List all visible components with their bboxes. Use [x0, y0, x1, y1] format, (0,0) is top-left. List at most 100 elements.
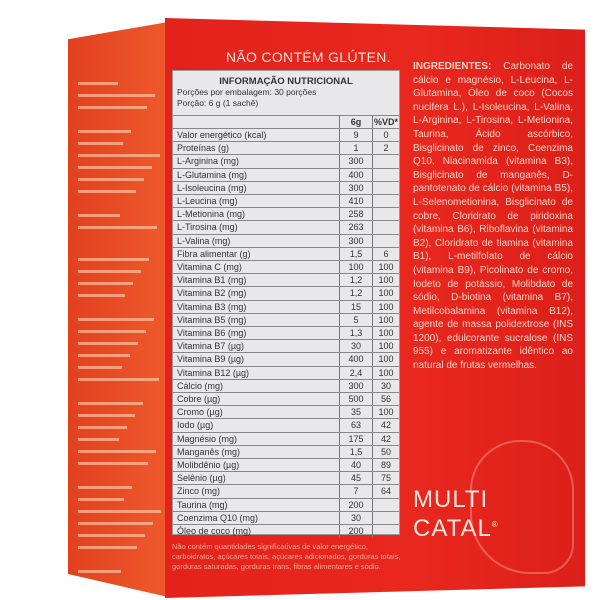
nutrition-title: INFORMAÇÃO NUTRICIONAL	[219, 76, 353, 87]
amount-per-portion: 7	[339, 485, 372, 499]
side-panel-text-line	[78, 142, 123, 145]
nutrient-name: Vitamina B2 (mg)	[177, 288, 247, 299]
side-panel-text-line	[78, 214, 120, 217]
nutrient-name: Vitamina B7 (µg)	[177, 341, 245, 352]
nutrient-name: L-Isoleucina (mg)	[177, 182, 247, 193]
amount-per-portion: 100	[339, 261, 372, 274]
nutrient-name: Manganês (mg)	[177, 446, 241, 457]
side-panel-text-line	[78, 154, 160, 157]
table-header-row: 6g %VD*	[173, 115, 399, 129]
nutrient-name: Óleo de coco (mg)	[177, 526, 252, 536]
side-panel-text-line	[78, 94, 155, 97]
side-panel-text-line	[78, 450, 156, 453]
daily-value-percent	[372, 498, 399, 512]
table-row: Manganês (mg) 1,5 50	[173, 444, 399, 459]
daily-value-percent	[372, 155, 399, 169]
daily-value-percent: 100	[372, 340, 399, 354]
nutrient-name: Vitamina C (mg)	[177, 262, 242, 272]
nutrient-name: Fibra alimentar (g)	[177, 248, 251, 259]
side-panel-text-line	[78, 498, 124, 501]
daily-value-percent: 100	[372, 300, 399, 314]
table-row: Molibdênio (µg) 40 89	[173, 458, 399, 472]
nutrient-name: Selênio (µg)	[177, 473, 226, 484]
gluten-free-notice: NÃO CONTÉM GLÚTEN.	[226, 49, 391, 65]
table-row: Cálcio (mg) 300 30	[173, 378, 399, 393]
daily-value-percent: 42	[372, 419, 399, 433]
table-row: Vitamina B3 (mg) 15 100	[173, 299, 399, 314]
side-panel-text-line	[78, 462, 148, 465]
nutrient-name: Cálcio (mg)	[177, 380, 224, 391]
ingredients-list: Carbonato de cálcio e magnésio, L-Leucin…	[413, 61, 573, 372]
amount-per-portion: 30	[339, 340, 372, 354]
daily-value-percent: 100	[372, 327, 399, 340]
daily-value-percent: 6	[372, 247, 399, 261]
table-row: Cobre (µg) 500 56	[173, 392, 399, 406]
nutrient-name: Vitamina B5 (mg)	[177, 314, 247, 325]
amount-per-portion: 300	[339, 155, 372, 169]
amount-per-portion: 15	[339, 300, 372, 314]
nutrient-name: Iodo (µg)	[177, 420, 214, 431]
side-panel-text-line	[78, 106, 147, 109]
nutrient-name: Vitamina B1 (mg)	[177, 275, 247, 286]
brand-logo: MULTI CATAL®	[413, 487, 499, 541]
nutrient-name: Vitamina B9 (µg)	[177, 354, 245, 365]
daily-value-percent	[372, 525, 399, 538]
side-panel-text-line	[78, 486, 132, 489]
amount-per-portion: 35	[339, 406, 372, 420]
side-panel-text-line	[78, 534, 145, 537]
table-row: L-Tirosina (mg) 263	[173, 220, 399, 235]
daily-value-percent	[372, 221, 399, 235]
daily-value-percent: 100	[372, 313, 399, 327]
logo-line2: CATAL	[413, 515, 492, 542]
nutrient-name: Coenzima Q10 (mg)	[177, 512, 259, 523]
daily-value-percent	[372, 511, 399, 525]
amount-per-portion: 6g	[339, 116, 372, 129]
amount-per-portion: 5	[339, 313, 372, 327]
side-panel-text-line	[78, 546, 137, 549]
daily-value-percent: 2	[372, 142, 399, 156]
nutrient-name: L-Valina (mg)	[177, 235, 231, 246]
daily-value-percent: 50	[372, 445, 399, 459]
daily-value-percent: 0	[372, 129, 399, 142]
amount-per-portion: 263	[339, 221, 372, 235]
amount-per-portion: 1,5	[339, 247, 372, 261]
side-panel-text-line	[78, 438, 119, 441]
daily-value-percent	[372, 208, 399, 222]
side-panel-text-line	[78, 570, 121, 573]
registered-mark: ®	[491, 520, 499, 529]
nutrient-name: Zinco (mg)	[177, 486, 221, 497]
nutrient-name: Vitamina B12 (µg)	[177, 367, 250, 378]
daily-value-percent: 100	[372, 366, 399, 380]
daily-value-percent: 42	[372, 432, 399, 446]
nutrient-name: Magnésio (mg)	[177, 433, 238, 444]
table-row: Vitamina C (mg) 100 100	[173, 260, 399, 274]
table-row: Vitamina B6 (mg) 1,3 100	[173, 326, 399, 340]
nutrient-name: L-Glutamina (mg)	[177, 169, 248, 180]
amount-per-portion: 400	[339, 353, 372, 367]
daily-value-percent: 100	[372, 353, 399, 367]
amount-per-portion: 200	[339, 498, 372, 512]
amount-per-portion: 300	[339, 379, 372, 393]
table-row: L-Metionina (mg) 258	[173, 207, 399, 222]
nutrient-name: L-Arginina (mg)	[177, 156, 240, 167]
daily-value-percent: 56	[372, 393, 399, 406]
amount-per-portion: 300	[339, 181, 372, 195]
daily-value-percent: 100	[372, 274, 399, 288]
daily-value-percent: %VD*	[372, 116, 398, 129]
nutrient-name: L-Leucina (mg)	[177, 196, 238, 206]
side-panel-text-line	[78, 166, 152, 169]
nutrient-name: Molibdênio (µg)	[177, 460, 240, 470]
amount-per-portion: 63	[339, 419, 372, 433]
ingredients-label: INGREDIENTES:	[413, 61, 492, 72]
side-panel-text-line	[78, 282, 133, 285]
side-panel-text-line	[78, 270, 141, 273]
table-row: Óleo de coco (mg) 200	[173, 524, 399, 538]
table-row: Vitamina B1 (mg) 1,2 100	[173, 273, 399, 288]
side-panel-text-line	[78, 366, 122, 369]
table-row: Selênio (µg) 45 75	[173, 471, 399, 486]
amount-per-portion: 1,2	[339, 287, 372, 301]
side-panel-text-line	[78, 402, 143, 405]
nutrient-name: L-Metionina (mg)	[177, 209, 246, 220]
table-row: Zinco (mg) 7 64	[173, 484, 399, 499]
table-row: Vitamina B12 (µg) 2,4 100	[173, 365, 399, 380]
